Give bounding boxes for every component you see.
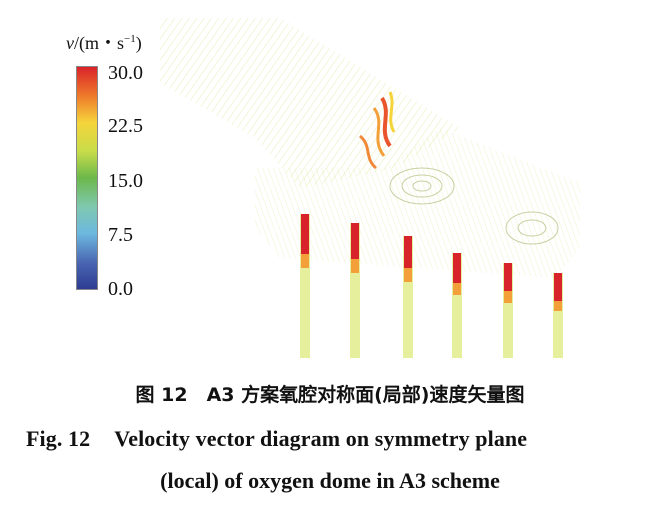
recirculation-vortex — [389, 167, 559, 245]
colorbar-title-close: ) — [135, 33, 142, 53]
dome-cavity — [255, 128, 580, 278]
inlet-duct — [160, 18, 460, 188]
colorbar-title-units: /(m・s — [74, 33, 125, 53]
figure-caption-english-line1: Fig. 12 Velocity vector diagram on symmet… — [26, 428, 527, 450]
velocity-vector-field — [160, 18, 580, 358]
injector-tube — [300, 214, 310, 358]
figure-caption-english-text: Velocity vector diagram on symmetry plan… — [114, 426, 528, 451]
colorbar-tick-15: 15.0 — [108, 170, 143, 192]
colorbar-tick-7-5: 7.5 — [108, 224, 133, 246]
injector-tube — [350, 223, 360, 358]
colorbar-tick-30: 30.0 — [108, 62, 143, 84]
injector-tube — [403, 236, 413, 358]
colorbar-tick-22-5: 22.5 — [108, 115, 143, 137]
injector-tube — [452, 253, 462, 358]
figure-number: Fig. 12 — [26, 426, 91, 451]
injector-tube — [553, 273, 563, 358]
figure-caption-chinese: 图 12 A3 方案氧腔对称面(局部)速度矢量图 — [135, 384, 525, 406]
colorbar — [76, 66, 98, 290]
figure-caption-english-line2: (local) of oxygen dome in A3 scheme — [160, 468, 500, 493]
colorbar-title: v/(m・s−1) — [66, 33, 142, 53]
injector-tube — [503, 263, 513, 358]
injector-tubes — [300, 214, 563, 358]
colorbar-title-exponent: −1 — [124, 33, 136, 45]
colorbar-tick-0: 0.0 — [108, 278, 133, 300]
colorbar-title-variable: v — [66, 33, 74, 53]
swirl-vanes — [358, 91, 396, 170]
